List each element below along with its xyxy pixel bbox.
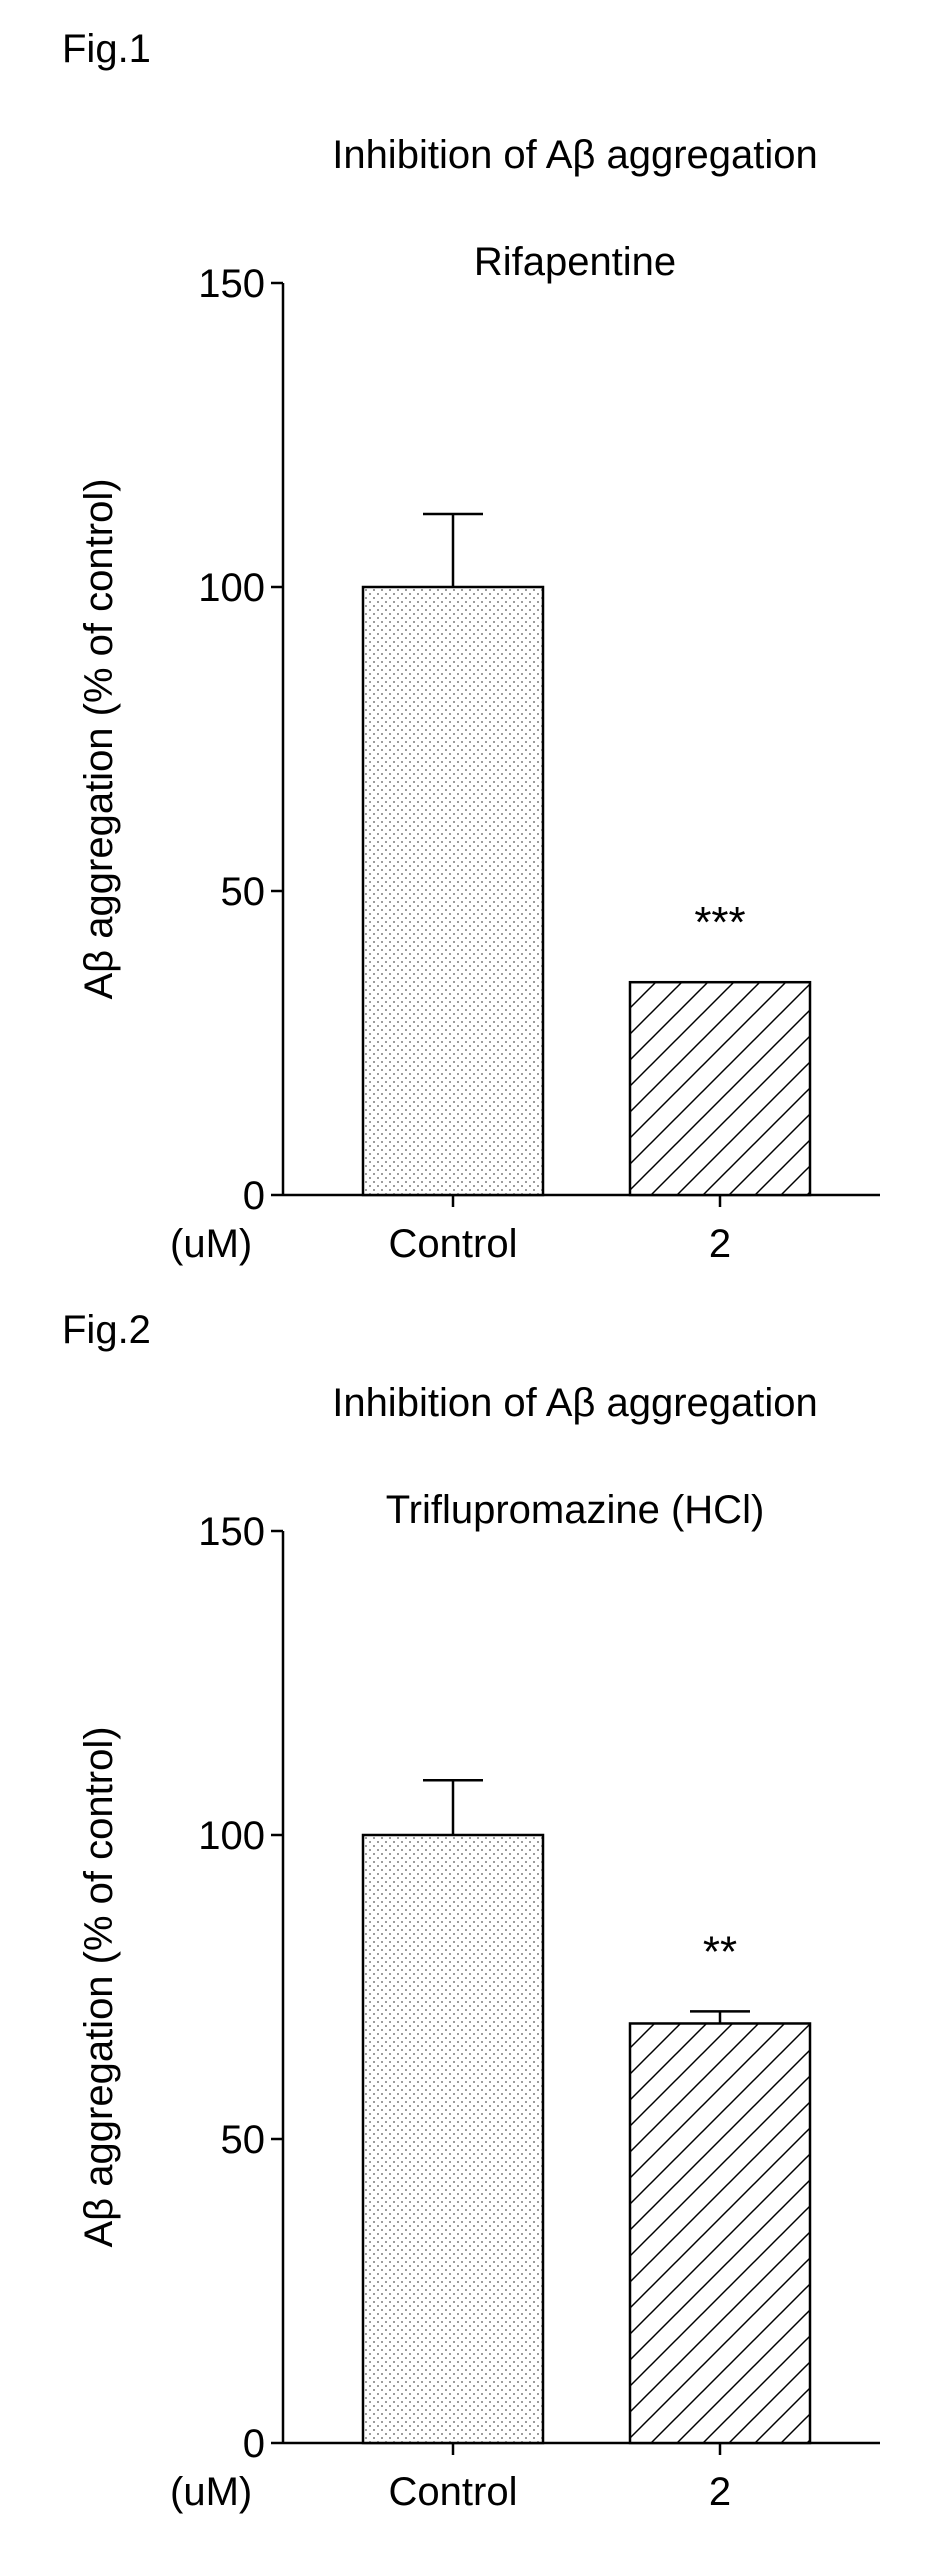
bar (630, 2023, 810, 2443)
y-axis-label: Aβ aggregation (% of control) (77, 478, 121, 999)
significance-label: ** (703, 1927, 737, 1976)
bar (363, 587, 543, 1195)
y-tick-label: 50 (221, 870, 266, 914)
chart-subtitle: Triflupromazine (HCl) (386, 1488, 765, 1532)
y-tick-label: 0 (243, 1174, 265, 1218)
chart-title: Inhibition of Aβ aggregation (332, 133, 818, 177)
x-tick-label: 2 (709, 2470, 731, 2514)
y-tick-label: 150 (198, 262, 265, 306)
x-unit-label: (uM) (170, 1222, 252, 1266)
figure-label: Fig.2 (62, 1308, 151, 1352)
chart-title: Inhibition of Aβ aggregation (332, 1381, 818, 1425)
y-axis-label: Aβ aggregation (% of control) (77, 1726, 121, 2247)
x-tick-label: Control (389, 2470, 518, 2514)
y-tick-label: 100 (198, 566, 265, 610)
x-unit-label: (uM) (170, 2470, 252, 2514)
x-tick-label: Control (389, 1222, 518, 1266)
y-tick-label: 50 (221, 2118, 266, 2162)
chart-subtitle: Rifapentine (474, 240, 676, 284)
bar (630, 982, 810, 1195)
y-tick-label: 150 (198, 1510, 265, 1554)
x-tick-label: 2 (709, 1222, 731, 1266)
y-tick-label: 0 (243, 2422, 265, 2466)
significance-label: *** (694, 898, 745, 947)
figure-label: Fig.1 (62, 27, 151, 71)
y-tick-label: 100 (198, 1814, 265, 1858)
bar (363, 1835, 543, 2443)
